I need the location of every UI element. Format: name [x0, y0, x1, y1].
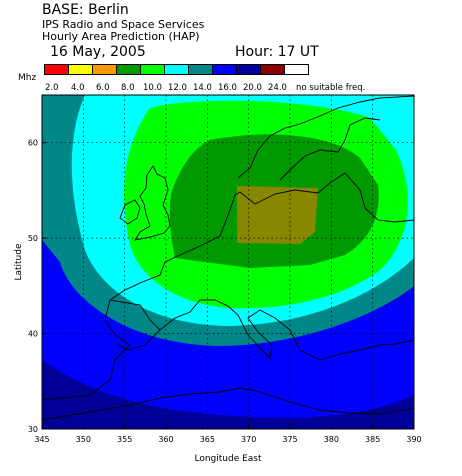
y-tick-label: 60 [28, 139, 38, 148]
legend-label-20mhz: 20.0 [243, 83, 262, 93]
x-tick-label: 350 [76, 435, 91, 444]
legend-label-8mhz: 8.0 [121, 83, 135, 93]
x-axis-title: Longitude East [194, 454, 262, 464]
x-tick-label: 385 [365, 435, 380, 444]
legend-unit: Mhz [18, 73, 37, 83]
y-tick-label: 50 [28, 234, 38, 243]
coastline-continent [42, 172, 414, 401]
y-axis-title: Latitude [14, 243, 24, 281]
legend-label-16mhz: 16.0 [218, 83, 237, 93]
legend-label-2mhz: 2.0 [45, 83, 59, 93]
coastline-scandinavia [237, 95, 414, 179]
x-tick-label: 360 [158, 435, 173, 444]
zone-6mhz [237, 186, 318, 244]
x-tick-label: 390 [406, 435, 421, 444]
y-axis-ticks: 30 40 50 60 [28, 139, 46, 434]
forecast-date: 16 May, 2005 [50, 44, 146, 60]
legend-label-6mhz: 6.0 [96, 83, 110, 93]
y-tick-label: 30 [28, 425, 38, 434]
contour-layer [42, 95, 414, 429]
coastline-north-africa [42, 387, 414, 421]
coastlines [42, 95, 414, 421]
legend-label-12mhz: 12.0 [168, 83, 187, 93]
x-tick-label: 365 [200, 435, 215, 444]
frequency-legend [44, 64, 309, 76]
coastline-iberia [109, 299, 161, 351]
x-tick-label: 380 [324, 435, 339, 444]
organization-name: IPS Radio and Space Services [42, 18, 205, 31]
x-tick-label: 345 [34, 435, 49, 444]
plot-frame [41, 94, 415, 430]
y-tick-label: 40 [28, 330, 38, 339]
legend-label-24mhz: 24.0 [268, 83, 287, 93]
legend-label-14mhz: 14.0 [193, 83, 212, 93]
graticule [42, 95, 414, 429]
product-name: Hourly Area Prediction (HAP) [42, 30, 200, 43]
coastline-britain [134, 165, 171, 241]
base-title: BASE: Berlin [42, 2, 129, 18]
x-tick-label: 370 [241, 435, 256, 444]
legend-label-no-freq: no suitable freq. [296, 83, 366, 93]
legend-label-10mhz: 10.0 [143, 83, 162, 93]
x-tick-label: 355 [117, 435, 132, 444]
x-axis-ticks: 345 350 355 360 365 370 375 380 385 390 [34, 425, 422, 444]
forecast-hour: Hour: 17 UT [235, 44, 319, 60]
legend-label-4mhz: 4.0 [71, 83, 85, 93]
x-tick-label: 375 [282, 435, 297, 444]
coastline-ireland [119, 199, 141, 225]
coastline-mediterranean [159, 299, 414, 361]
legend-swatch-no-freq [284, 64, 309, 75]
coastline-baltic [279, 117, 381, 181]
